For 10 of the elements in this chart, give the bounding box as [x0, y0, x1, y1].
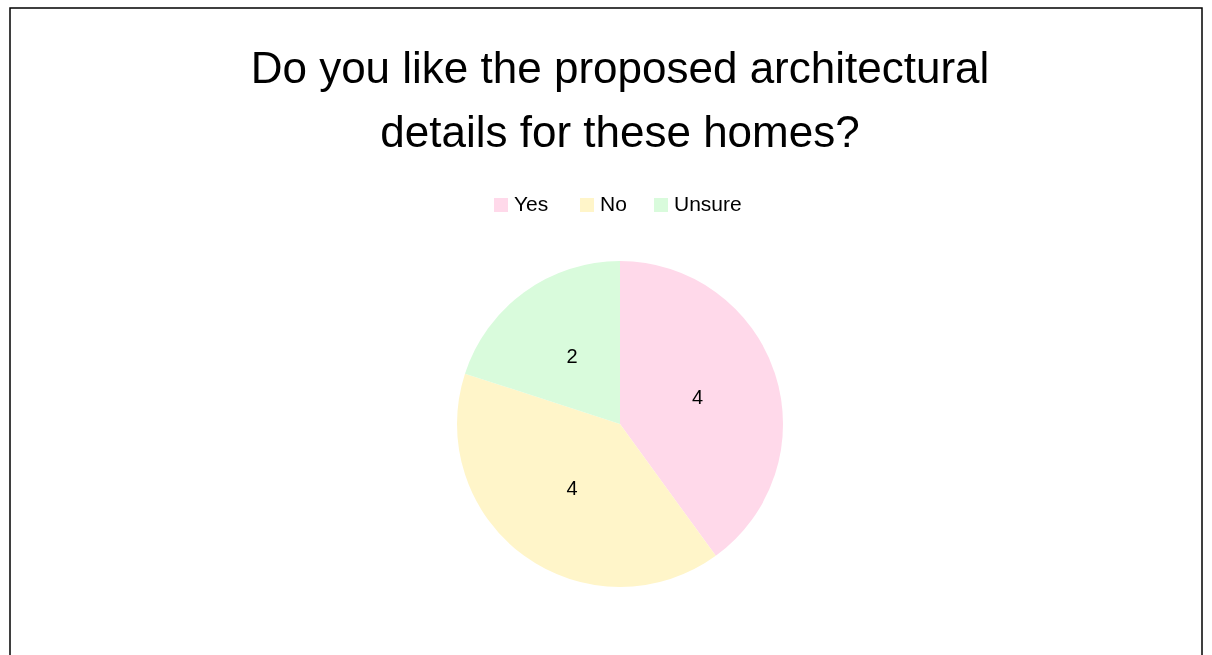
pie-slice — [620, 261, 783, 556]
data-label: 4 — [566, 477, 578, 500]
chart-title: Do you like the proposed architectural details for these homes? — [249, 42, 991, 158]
pie-slice — [457, 373, 716, 587]
pie-slice — [464, 261, 620, 424]
legend-label: No — [600, 191, 627, 215]
legend-label: Yes — [514, 191, 549, 215]
legend-label: Unsure — [674, 191, 742, 215]
data-label: 4 — [691, 386, 704, 409]
data-label: 2 — [566, 345, 578, 368]
